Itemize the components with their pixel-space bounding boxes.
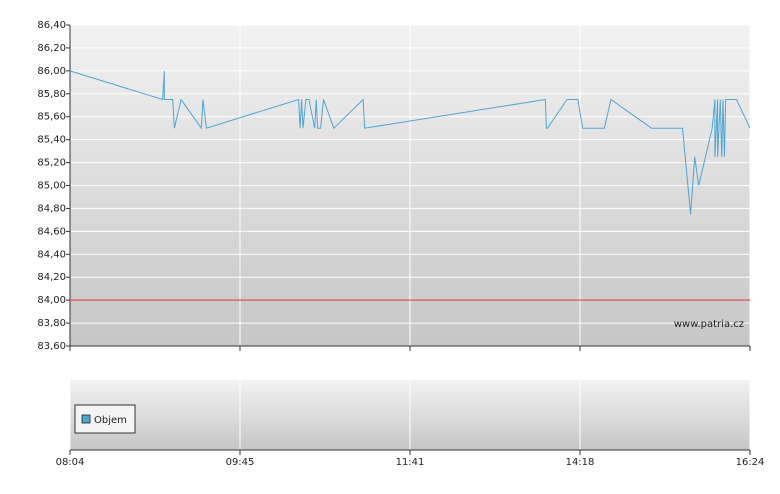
legend-label: Objem — [94, 415, 127, 426]
legend: Objem — [74, 404, 136, 434]
y-tick-label: 83,60 — [37, 341, 66, 352]
y-tick-label: 85,80 — [37, 89, 66, 100]
y-tick-label: 85,40 — [37, 135, 66, 146]
x-tick-label: 08:04 — [56, 457, 85, 468]
y-tick-label: 86,00 — [37, 66, 66, 77]
y-tick-label: 84,80 — [37, 203, 66, 214]
y-tick-label: 84,00 — [37, 295, 66, 306]
y-tick-label: 84,40 — [37, 249, 66, 260]
legend-swatch — [81, 414, 91, 424]
watermark: www.patria.cz — [674, 319, 744, 330]
y-tick-label: 85,00 — [37, 181, 66, 192]
y-tick-label: 84,20 — [37, 272, 66, 283]
y-tick-label: 84,60 — [37, 226, 66, 237]
x-tick-label: 11:41 — [396, 457, 425, 468]
y-tick-label: 85,60 — [37, 112, 66, 123]
y-tick-label: 86,40 — [37, 20, 66, 31]
x-tick-label: 14:18 — [566, 457, 595, 468]
y-tick-label: 85,20 — [37, 158, 66, 169]
x-tick-label: 16:24 — [736, 457, 765, 468]
y-tick-label: 83,80 — [37, 318, 66, 329]
x-tick-label: 09:45 — [226, 457, 255, 468]
price-line — [69, 70, 751, 215]
y-tick-label: 86,20 — [37, 43, 66, 54]
